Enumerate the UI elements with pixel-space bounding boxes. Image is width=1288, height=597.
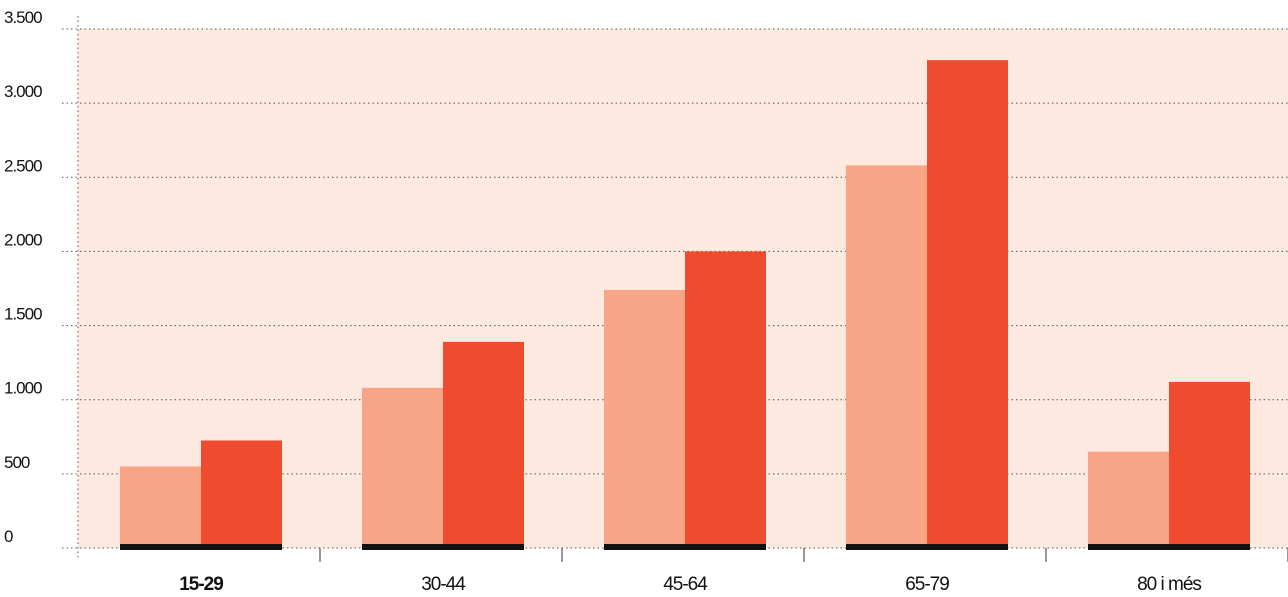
x-tick-label: 45-64 — [663, 574, 708, 595]
x-axis-tick-labels: 15-29 30-44 45-64 65-79 80 i més — [179, 548, 1288, 595]
bar — [846, 165, 927, 548]
bar — [362, 387, 443, 548]
y-tick-label: 500 — [4, 453, 30, 472]
x-tick-label: 65-79 — [905, 574, 949, 595]
bar — [927, 60, 1008, 548]
y-tick-label: 2.500 — [4, 156, 42, 175]
x-tick-label: 15-29 — [179, 574, 223, 595]
y-tick-label: 1.000 — [4, 379, 42, 398]
bar — [685, 251, 766, 548]
x-tick-label: 30-44 — [421, 574, 466, 595]
bar-baseline — [1088, 544, 1250, 550]
y-tick-label: 3.500 — [4, 8, 42, 27]
bar — [1169, 381, 1250, 548]
bar-baseline — [604, 544, 766, 550]
bar — [443, 341, 524, 548]
bar-baseline — [120, 544, 282, 550]
bar-baseline — [362, 544, 524, 550]
y-tick-label: 3.000 — [4, 82, 42, 101]
bar — [1088, 451, 1169, 548]
x-tick-label: 80 i més — [1137, 574, 1201, 595]
bars — [120, 60, 1250, 548]
bar — [120, 466, 201, 548]
category-baselines — [120, 544, 1250, 550]
y-tick-label: 0 — [4, 527, 13, 546]
bar — [604, 289, 685, 548]
bar — [201, 440, 282, 548]
bar-baseline — [846, 544, 1008, 550]
y-tick-label: 2.000 — [4, 230, 42, 249]
y-tick-label: 1.500 — [4, 305, 42, 324]
y-axis-tick-labels: 0 500 1.000 1.500 2.000 2.500 3.000 3.500 — [4, 8, 43, 546]
